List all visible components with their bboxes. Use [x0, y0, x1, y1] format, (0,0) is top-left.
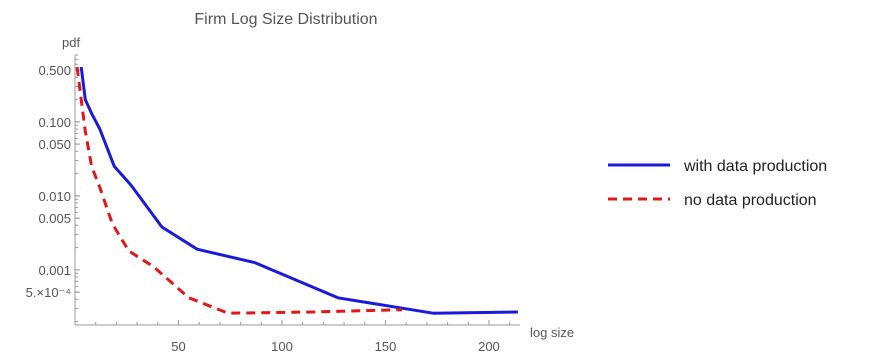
y-ticks: 0.500 0.100 0.050 0.010 0.005 0.001 5.×10⁻⁴: [26, 54, 80, 323]
series-line-with-data-production: [79, 66, 518, 315]
y-tick-label: 0.001: [38, 263, 71, 278]
chart-title: Firm Log Size Distribution: [194, 11, 377, 28]
y-tick-label: 0.100: [38, 115, 71, 130]
legend-label: with data production: [683, 158, 827, 175]
y-tick-label: 0.010: [38, 189, 71, 204]
x-axis-label: log size: [530, 325, 574, 340]
series-group: [75, 66, 518, 315]
legend-label: no data production: [684, 192, 817, 209]
x-ticks: 50 100 150 200: [95, 320, 511, 354]
x-tick-label: 100: [271, 339, 293, 354]
axes: [74, 55, 520, 326]
legend: with data production no data production: [608, 158, 827, 209]
x-tick-label: 50: [171, 339, 185, 354]
y-tick-label: 0.500: [38, 63, 71, 78]
y-tick-label: 5.×10⁻⁴: [26, 285, 71, 300]
y-tick-label: 0.005: [38, 211, 71, 226]
x-tick-label: 200: [478, 339, 500, 354]
y-tick-label: 0.050: [38, 137, 71, 152]
series-line-no-data-production: [75, 66, 403, 315]
x-tick-label: 150: [375, 339, 397, 354]
y-axis-label: pdf: [62, 35, 80, 50]
